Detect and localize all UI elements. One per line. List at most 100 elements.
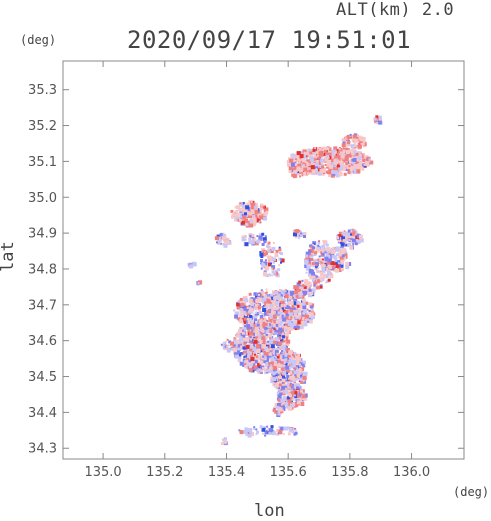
radar-echo-cell (274, 383, 279, 388)
radar-echo-cell (248, 205, 252, 209)
radar-echo-cell (256, 343, 261, 348)
radar-echo-cell (281, 342, 285, 346)
radar-echo-cell (277, 338, 280, 341)
radar-echo-cell (280, 339, 283, 343)
radar-echo-cell (244, 212, 247, 216)
radar-echo-cell (346, 134, 351, 139)
radar-echo-cell (351, 137, 356, 142)
radar-echo-cell (279, 392, 283, 396)
radar-echo-cell (256, 323, 260, 327)
radar-echo-cell (266, 333, 268, 336)
radar-echo-cell (217, 236, 222, 241)
radar-echo-cell (277, 375, 281, 379)
radar-echo-cell (279, 308, 282, 311)
radar-echo-cell (243, 355, 246, 358)
radar-echo-cell (239, 302, 242, 305)
radar-echo-cell (339, 165, 344, 170)
radar-echo-cell (287, 298, 292, 303)
radar-echo-cell (350, 228, 353, 231)
radar-echo-cell (236, 334, 240, 338)
radar-echo-cell (283, 426, 288, 431)
radar-echo-cell (313, 281, 318, 286)
radar-echo-cell (280, 336, 283, 339)
radar-echo-cell (349, 159, 353, 164)
radar-echo-cell (275, 269, 277, 272)
radar-echo-cell (322, 152, 326, 156)
radar-echo-cell (245, 337, 250, 342)
axis-ticks: 135.0 135.2 135.4 135.6 135.8 136.0 34.3 34.4 34… (28, 61, 464, 480)
radar-echo-cell (343, 258, 346, 261)
radar-echo-cell (303, 232, 307, 235)
radar-echo-cell (243, 317, 247, 321)
radar-echo-cell (268, 352, 272, 356)
radar-echo-cell (234, 218, 238, 222)
y-tick-label: 34.6 (28, 334, 57, 349)
radar-echo-cell (255, 336, 259, 340)
radar-echo-cell (293, 232, 297, 237)
radar-echo-cell (302, 301, 306, 304)
radar-echo-cell (262, 344, 266, 349)
radar-echo-cell (281, 325, 284, 328)
radar-echo-cell (226, 348, 231, 353)
radar-echo-cell (276, 327, 279, 330)
radar-echo-cell (324, 247, 328, 251)
radar-echo-cell (259, 251, 262, 253)
radar-echo-cell (265, 306, 269, 310)
radar-echo-cell (250, 200, 253, 203)
radar-echo-cell (261, 342, 264, 345)
radar-echo-cell (343, 172, 347, 176)
radar-echo-cell (308, 268, 313, 273)
radar-echo-cell (292, 321, 297, 326)
radar-echo-cell (315, 265, 319, 269)
radar-echo-cell (250, 342, 253, 344)
radar-echo-cell (299, 393, 302, 396)
radar-echo-cell (325, 147, 329, 151)
radar-echo-cell (316, 161, 321, 165)
radar-echo-cell (277, 359, 281, 363)
radar-echo-cell (357, 164, 362, 169)
radar-echo-cell (305, 254, 309, 258)
radar-echo-cell (240, 303, 245, 308)
radar-echo-cell (255, 216, 260, 220)
radar-echo-cell (297, 309, 302, 314)
radar-echo-cell (336, 236, 340, 240)
radar-echo-cell (347, 170, 351, 174)
radar-echo-cell (345, 261, 350, 266)
radar-echo-cell (327, 258, 332, 263)
radar-echo-cell (271, 373, 273, 376)
radar-echo-cell (287, 370, 291, 373)
radar-echo-cell (265, 369, 268, 372)
radar-echo-cell (288, 350, 293, 355)
radar-echo-cell (303, 151, 307, 155)
radar-echo-cell (256, 355, 260, 358)
radar-echo-cell (310, 263, 313, 266)
radar-echo-cell (245, 432, 249, 436)
radar-echo-cell (262, 301, 265, 304)
radar-echo-cell (364, 155, 369, 160)
radar-echo-cell (288, 379, 291, 382)
radar-echo-cell (261, 427, 266, 432)
radar-echo-cell (289, 394, 292, 398)
radar-echo-cell (343, 164, 347, 168)
radar-echo-cell (317, 156, 321, 160)
radar-echo-cell (357, 142, 360, 145)
radar-echo-cell (302, 375, 307, 380)
radar-echo-cell (338, 247, 342, 252)
radar-echo-cell (312, 275, 316, 279)
radar-echo-cell (250, 363, 254, 368)
radar-echo-cell (250, 432, 254, 437)
radar-echo-cell (264, 341, 268, 345)
radar-echo-cell (282, 381, 286, 385)
radar-echo-cell (278, 407, 283, 412)
radar-echo-cell (287, 316, 291, 320)
radar-echo-cell (262, 367, 264, 370)
radar-echo-cell (325, 170, 328, 174)
radar-echo-cell (282, 293, 286, 297)
radar-echo-cell (340, 154, 345, 159)
radar-echo-cell (354, 242, 358, 246)
radar-echo-cell (272, 241, 275, 244)
radar-echo-cell (258, 298, 263, 302)
radar-echo-cell (259, 348, 264, 353)
radar-echo-cell (340, 242, 343, 244)
radar-echo-cell (299, 369, 303, 373)
